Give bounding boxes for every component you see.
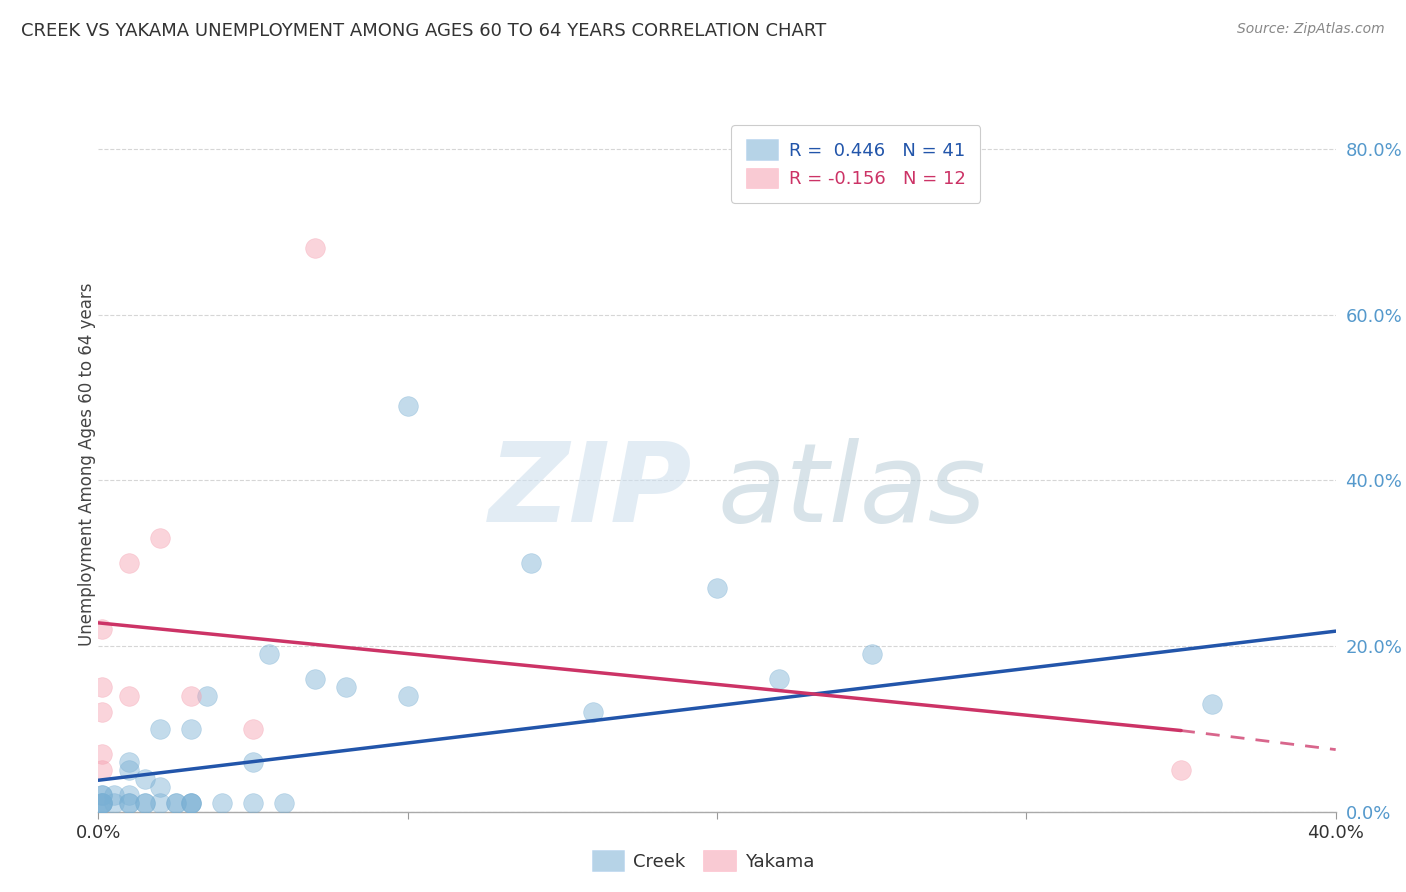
Point	[90, 747, 112, 761]
Point	[396, 399, 419, 413]
Text: Source: ZipAtlas.com: Source: ZipAtlas.com	[1237, 22, 1385, 37]
Legend: R =  0.446   N = 41, R = -0.156   N = 12: R = 0.446 N = 41, R = -0.156 N = 12	[731, 125, 980, 202]
Point	[118, 797, 141, 811]
Point	[242, 722, 264, 736]
Point	[118, 797, 141, 811]
Text: atlas: atlas	[717, 438, 986, 545]
Point	[118, 764, 141, 778]
Point	[396, 689, 419, 703]
Point	[242, 755, 264, 769]
Point	[134, 797, 156, 811]
Point	[134, 772, 156, 786]
Point	[90, 797, 112, 811]
Point	[118, 788, 141, 802]
Point	[180, 797, 202, 811]
Point	[103, 788, 125, 802]
Point	[90, 764, 112, 778]
Legend: Creek, Yakama: Creek, Yakama	[585, 843, 821, 879]
Point	[90, 706, 112, 720]
Point	[118, 689, 141, 703]
Text: CREEK VS YAKAMA UNEMPLOYMENT AMONG AGES 60 TO 64 YEARS CORRELATION CHART: CREEK VS YAKAMA UNEMPLOYMENT AMONG AGES …	[21, 22, 827, 40]
Point	[180, 722, 202, 736]
Point	[860, 648, 883, 662]
Point	[706, 581, 728, 595]
Point	[90, 797, 112, 811]
Point	[273, 797, 295, 811]
Point	[768, 672, 790, 686]
Point	[520, 556, 543, 570]
Point	[103, 797, 125, 811]
Point	[90, 788, 112, 802]
Point	[180, 797, 202, 811]
Point	[582, 706, 605, 720]
Point	[195, 689, 218, 703]
Point	[1170, 764, 1192, 778]
Y-axis label: Unemployment Among Ages 60 to 64 years: Unemployment Among Ages 60 to 64 years	[79, 282, 96, 646]
Point	[149, 780, 172, 794]
Point	[180, 689, 202, 703]
Point	[118, 755, 141, 769]
Point	[149, 532, 172, 546]
Point	[304, 672, 326, 686]
Point	[180, 797, 202, 811]
Point	[90, 797, 112, 811]
Point	[165, 797, 187, 811]
Point	[335, 681, 357, 695]
Point	[304, 242, 326, 256]
Point	[211, 797, 233, 811]
Point	[149, 722, 172, 736]
Point	[149, 797, 172, 811]
Point	[90, 797, 112, 811]
Text: ZIP: ZIP	[489, 438, 692, 545]
Point	[134, 797, 156, 811]
Point	[165, 797, 187, 811]
Point	[1201, 697, 1223, 711]
Point	[257, 648, 280, 662]
Point	[90, 788, 112, 802]
Point	[242, 797, 264, 811]
Point	[90, 681, 112, 695]
Point	[118, 556, 141, 570]
Point	[90, 623, 112, 637]
